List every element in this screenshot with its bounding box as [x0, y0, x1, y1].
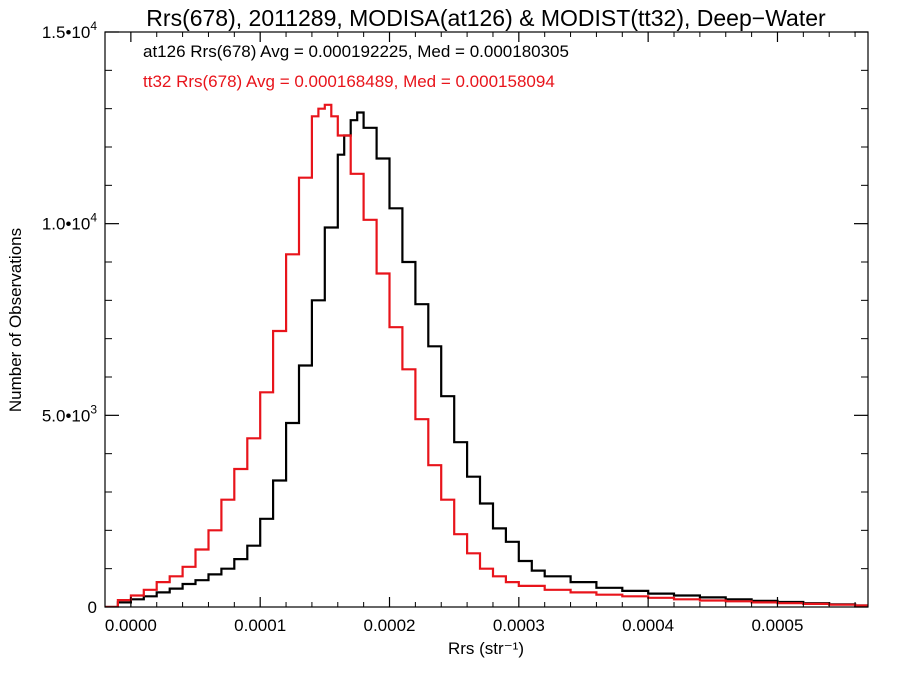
series-line-1: [105, 103, 868, 607]
x-tick-label: 0.0004: [622, 616, 674, 635]
annotation-0: at126 Rrs(678) Avg = 0.000192225, Med = …: [143, 42, 569, 61]
x-tick-label: 0.0005: [751, 616, 803, 635]
y-tick-label: 1.5•104: [42, 19, 98, 42]
x-tick-label: 0.0002: [364, 616, 416, 635]
y-tick-label: 5.0•103: [42, 402, 98, 425]
annotation-1: tt32 Rrs(678) Avg = 0.000168489, Med = 0…: [143, 72, 555, 91]
x-tick-label: 0.0000: [105, 616, 157, 635]
y-axis: 0 5.0•103 1.0•104 1.5•104: [42, 19, 868, 617]
y-axis-title: Number of Observations: [6, 228, 25, 412]
plot-frame: [104, 31, 869, 608]
annotations: at126 Rrs(678) Avg = 0.000192225, Med = …: [143, 42, 569, 91]
x-axis: 0.0000 0.0001 0.0002 0.0003 0.0004 0.0005: [104, 32, 856, 635]
chart-title: Rrs(678), 2011289, MODISA(at126) & MODIS…: [146, 5, 826, 31]
series-layer: [105, 103, 868, 607]
y-tick-label: 1.0•104: [42, 211, 98, 234]
series-line-0: [105, 111, 868, 607]
y-tick-label: 0: [88, 598, 97, 617]
x-tick-label: 0.0001: [234, 616, 286, 635]
x-tick-label: 0.0003: [493, 616, 545, 635]
x-axis-title: Rrs (str⁻¹): [448, 639, 524, 658]
